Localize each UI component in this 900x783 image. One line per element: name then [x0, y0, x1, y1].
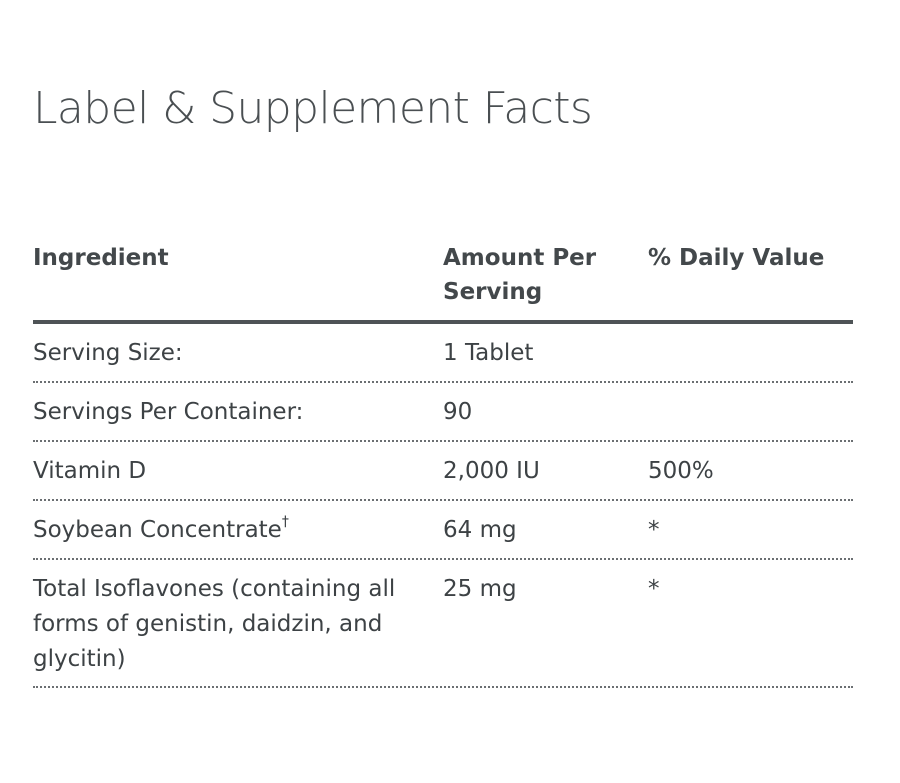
- ingredient-cell: Soybean Concentrate†: [33, 501, 443, 548]
- column-header-daily-value: % Daily Value: [648, 245, 825, 271]
- ingredient-footnote-mark: †: [281, 514, 289, 530]
- table-header-row: Ingredient Amount Per Serving % Daily Va…: [33, 238, 853, 324]
- daily-value-cell: *: [648, 517, 660, 543]
- ingredient-name: Servings Per Container:: [33, 399, 304, 425]
- ingredient-cell: Total Isoflavones (containing all forms …: [33, 560, 443, 677]
- ingredient-cell: Serving Size:: [33, 324, 443, 371]
- amount-cell: 90: [443, 399, 473, 425]
- table-row: Servings Per Container: 90: [33, 383, 853, 442]
- table-row: Soybean Concentrate† 64 mg *: [33, 501, 853, 560]
- ingredient-name: Soybean Concentrate: [33, 517, 282, 543]
- ingredient-cell: Vitamin D: [33, 442, 443, 489]
- amount-cell: 64 mg: [443, 517, 517, 543]
- ingredient-cell: Servings Per Container:: [33, 383, 443, 430]
- daily-value-cell: 500%: [648, 458, 714, 484]
- table-row: Serving Size: 1 Tablet: [33, 324, 853, 383]
- ingredient-name: Serving Size:: [33, 340, 183, 366]
- table-row: Vitamin D 2,000 IU 500%: [33, 442, 853, 501]
- ingredient-name: Total Isoflavones (containing all forms …: [33, 576, 396, 672]
- amount-cell: 1 Tablet: [443, 340, 534, 366]
- daily-value-cell: *: [648, 576, 660, 602]
- amount-cell: 25 mg: [443, 576, 517, 602]
- column-header-ingredient: Ingredient: [33, 245, 169, 271]
- column-header-amount: Amount Per Serving: [443, 245, 597, 305]
- page-title: Label & Supplement Facts: [33, 83, 593, 134]
- ingredient-name: Vitamin D: [33, 458, 147, 484]
- amount-cell: 2,000 IU: [443, 458, 540, 484]
- daily-value-cell: [648, 383, 853, 395]
- table-row: Total Isoflavones (containing all forms …: [33, 560, 853, 688]
- daily-value-cell: [648, 324, 853, 336]
- supplement-facts-table: Ingredient Amount Per Serving % Daily Va…: [33, 238, 853, 688]
